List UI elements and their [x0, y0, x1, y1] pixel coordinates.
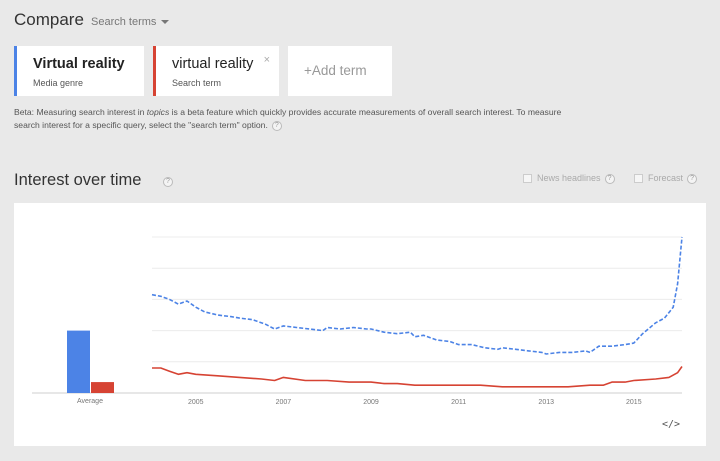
checkbox-icon[interactable]: [523, 174, 532, 184]
chart-panel: Average 2005 2007 2009 2011 2013 2015: [14, 203, 706, 446]
forecast-toggle[interactable]: Forecast?: [634, 173, 698, 184]
news-headlines-label: News headlines: [537, 173, 601, 183]
x-tick-label: 2009: [363, 399, 379, 406]
add-term-label: +Add term: [304, 63, 367, 78]
average-bar: [91, 382, 114, 393]
x-tick-label: 2013: [538, 399, 554, 406]
help-icon[interactable]: ?: [271, 120, 282, 131]
forecast-label: Forecast: [648, 173, 684, 183]
add-term-button[interactable]: +Add term: [288, 46, 392, 96]
beta-note-prefix: Beta: Measuring search interest in: [14, 107, 147, 117]
compare-title: Compare: [14, 10, 84, 29]
series-line: [151, 236, 683, 355]
caret-down-icon: [161, 20, 170, 25]
beta-note: Beta: Measuring search interest in topic…: [14, 106, 574, 132]
beta-note-emph: topics: [146, 107, 170, 117]
x-tick-label: 2015: [626, 399, 642, 406]
term-name: Virtual reality: [33, 56, 125, 72]
help-icon[interactable]: ?: [163, 177, 173, 187]
term-type: Search term: [172, 78, 222, 88]
x-tick-label: 2007: [276, 399, 292, 406]
search-terms-label: Search terms: [91, 16, 157, 28]
help-icon[interactable]: ?: [604, 173, 615, 184]
interest-over-time-title: Interest over time: [14, 171, 142, 189]
term-card-virtual-reality-topic[interactable]: Virtual reality Media genre: [14, 46, 144, 96]
x-tick-label: 2005: [188, 399, 204, 406]
average-label: Average: [77, 398, 103, 405]
x-tick-label: 2011: [451, 399, 466, 406]
embed-button[interactable]: </>: [662, 419, 681, 430]
help-icon[interactable]: ?: [687, 173, 698, 184]
term-card-virtual-reality-search[interactable]: virtual reality Search term ×: [153, 46, 279, 96]
search-terms-dropdown[interactable]: Search terms: [91, 16, 170, 28]
news-headlines-toggle[interactable]: News headlines?: [523, 173, 615, 184]
interest-over-time-chart: Average 2005 2007 2009 2011 2013 2015: [32, 236, 683, 406]
term-type: Media genre: [33, 78, 84, 88]
series-line: [152, 366, 683, 388]
checkbox-icon[interactable]: [634, 174, 643, 184]
beta-note-suffix: is a beta feature which quickly provides…: [14, 107, 562, 130]
close-icon[interactable]: ×: [263, 54, 270, 66]
average-bar: [67, 330, 90, 393]
term-name: virtual reality: [172, 56, 254, 72]
